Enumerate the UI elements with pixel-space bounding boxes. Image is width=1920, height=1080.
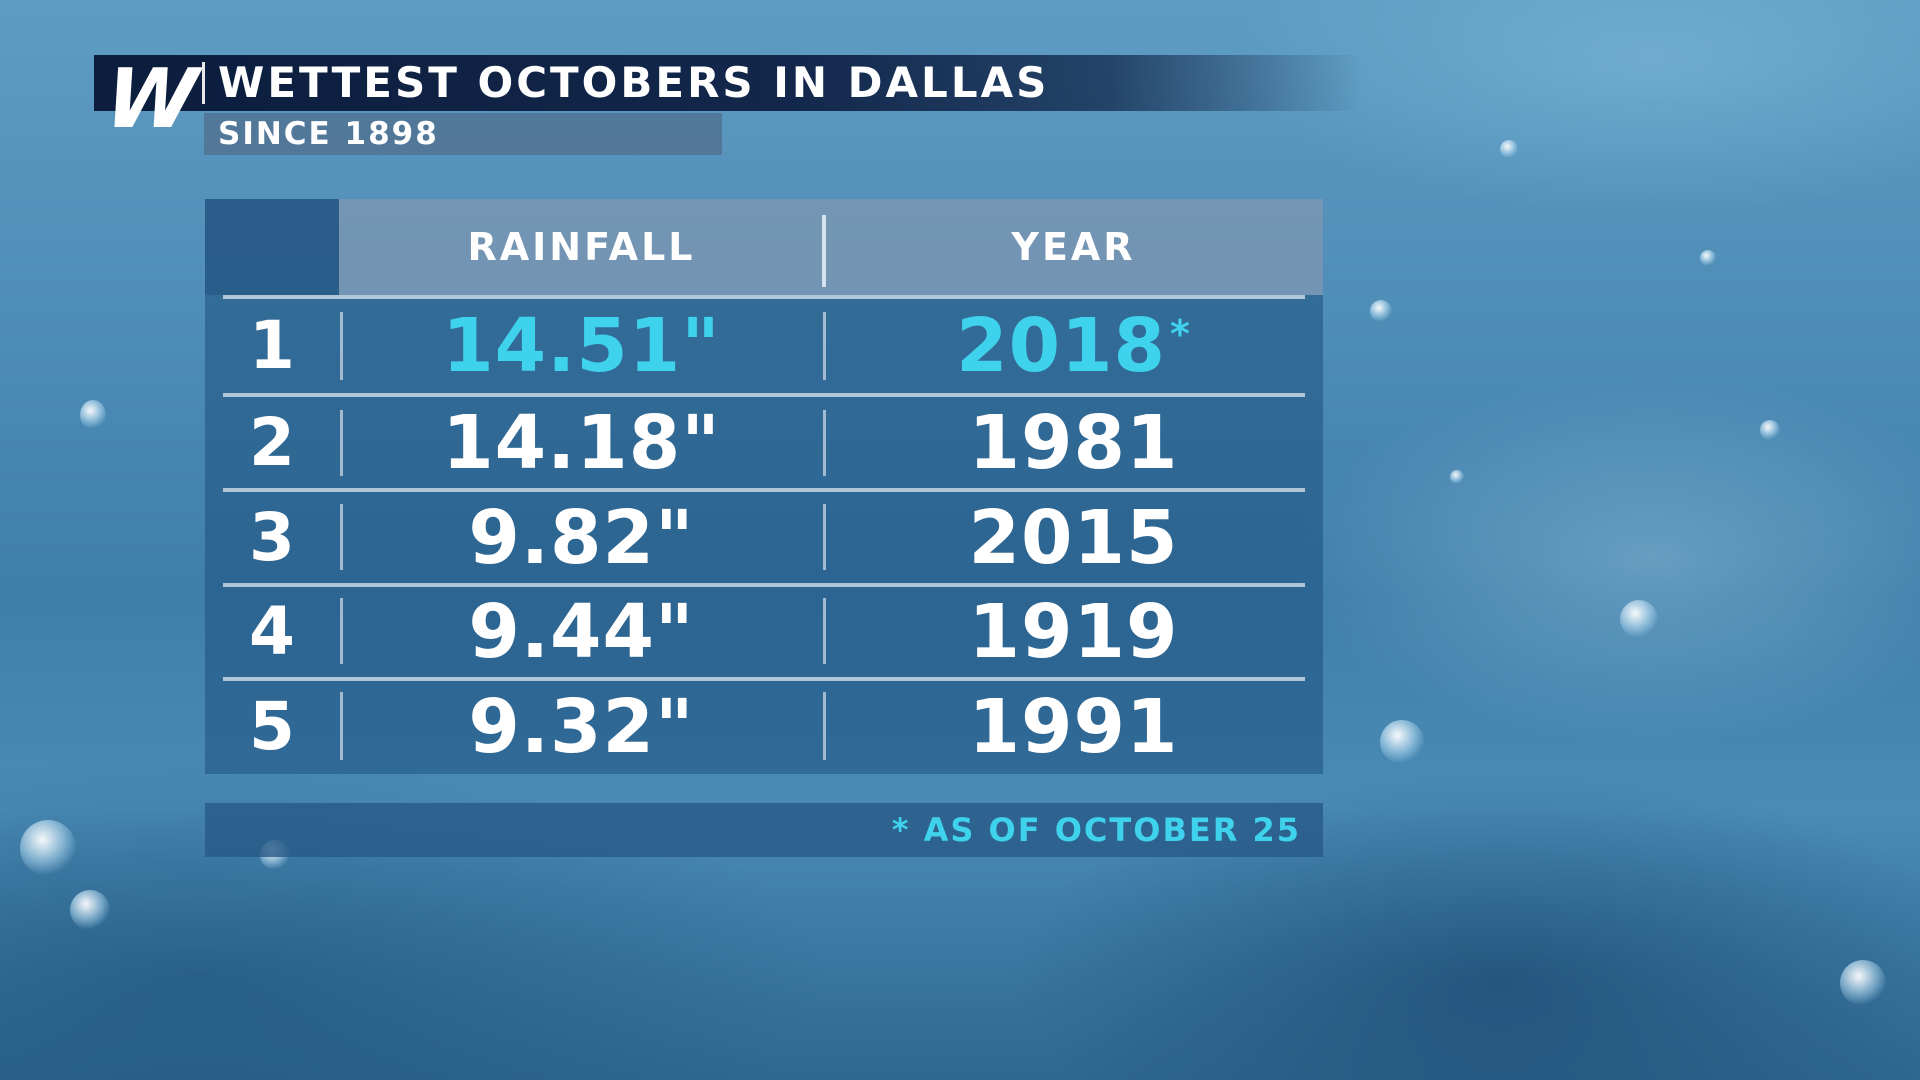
rank-cell: 1 <box>249 307 295 384</box>
title-bar <box>94 55 1364 111</box>
water-droplet <box>1500 140 1518 158</box>
rainfall-cell: 14.18" <box>442 400 721 486</box>
water-droplet <box>80 400 106 430</box>
water-droplet <box>20 820 76 876</box>
year-cell: 1981 <box>968 400 1179 486</box>
water-droplet <box>70 890 110 930</box>
water-droplet <box>1380 720 1424 764</box>
year-cell: 1919 <box>968 589 1179 675</box>
header-divider <box>822 215 826 287</box>
water-droplet <box>1760 420 1780 440</box>
rainfall-cell: 9.82" <box>468 495 695 581</box>
year-cell: 2015 <box>968 495 1179 581</box>
column-separator <box>823 692 826 760</box>
column-separator <box>340 692 343 760</box>
year-cell: 1991 <box>968 684 1179 770</box>
rank-column-header <box>205 199 339 295</box>
logo-divider <box>202 62 205 104</box>
column-separator <box>340 312 343 380</box>
weathernation-logo: W <box>94 52 202 147</box>
water-droplet <box>1450 470 1464 484</box>
column-separator <box>823 312 826 380</box>
column-separator <box>340 598 343 664</box>
logo-letter: W <box>100 52 196 147</box>
footnote-marker: * <box>1170 312 1191 356</box>
row-separator <box>223 488 1305 492</box>
water-droplet <box>1370 300 1392 322</box>
rank-cell: 4 <box>249 593 295 670</box>
year-column-header: YEAR <box>1011 225 1136 269</box>
page-subtitle: SINCE 1898 <box>218 116 439 152</box>
rank-cell: 3 <box>249 499 295 576</box>
rank-cell: 2 <box>249 404 295 481</box>
table-header-row <box>339 199 1323 295</box>
footnote-text: * AS OF OCTOBER 25 <box>891 811 1301 849</box>
water-droplet <box>1840 960 1886 1006</box>
footnote-bar <box>205 803 1323 857</box>
column-separator <box>340 410 343 476</box>
column-separator <box>340 504 343 570</box>
year-cell: 2018 * <box>824 299 1323 393</box>
row-separator <box>223 393 1305 397</box>
rainfall-column-header: RAINFALL <box>467 225 696 269</box>
row-separator <box>223 677 1305 681</box>
column-separator <box>823 410 826 476</box>
row-separator <box>223 583 1305 587</box>
rank-cell: 5 <box>249 688 295 765</box>
water-droplet <box>1700 250 1716 266</box>
column-separator <box>823 504 826 570</box>
page-title: WETTEST OCTOBERS IN DALLAS <box>218 58 1050 107</box>
rainfall-cell: 14.51" <box>442 303 721 389</box>
column-separator <box>823 598 826 664</box>
rainfall-cell: 9.32" <box>468 684 695 770</box>
year-value: 2018 <box>956 303 1167 389</box>
rainfall-cell: 9.44" <box>468 589 695 675</box>
water-droplet <box>1620 600 1658 638</box>
row-separator <box>223 295 1305 299</box>
subtitle-bar <box>204 113 722 155</box>
